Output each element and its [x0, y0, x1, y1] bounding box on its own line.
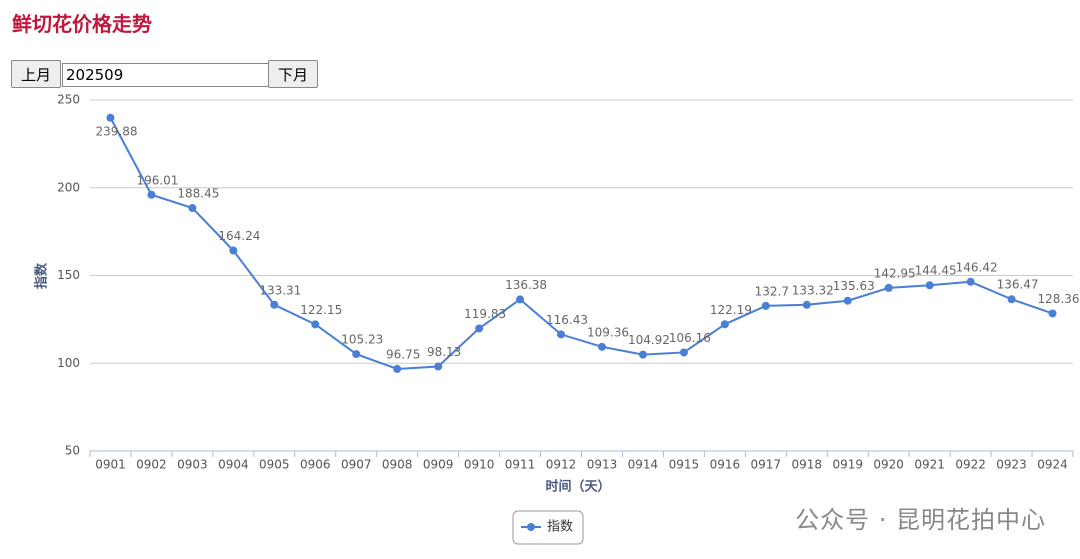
data-label: 98.13 [427, 345, 461, 359]
page-title: 鲜切花价格走势 [12, 12, 152, 36]
x-tick-label: 0911 [505, 458, 536, 472]
x-tick-label: 0922 [955, 458, 986, 472]
watermark: 公众号 · 昆明花拍中心 [795, 506, 1046, 534]
point [802, 300, 811, 309]
x-tick-label: 0924 [1037, 458, 1068, 472]
point [597, 342, 606, 351]
data-label: 122.19 [710, 303, 752, 317]
data-label: 106.16 [669, 331, 711, 345]
x-tick-label: 0907 [341, 458, 372, 472]
point [679, 348, 688, 357]
x-tick-label: 0902 [136, 458, 167, 472]
data-label: 104.92 [628, 333, 670, 347]
point [475, 324, 484, 333]
y-tick-label: 100 [57, 356, 80, 370]
point [843, 296, 852, 305]
x-tick-label: 0916 [710, 458, 741, 472]
point [966, 277, 975, 286]
data-label: 136.47 [997, 278, 1039, 292]
x-tick-label: 0920 [873, 458, 904, 472]
point [311, 320, 320, 329]
y-tick-label: 150 [57, 268, 80, 282]
point [106, 113, 115, 122]
data-label: 116.43 [546, 313, 588, 327]
point [1007, 295, 1016, 304]
x-tick-label: 0921 [914, 458, 945, 472]
data-label: 144.45 [915, 264, 957, 278]
y-tick-label: 200 [57, 180, 80, 194]
point [1048, 309, 1057, 318]
x-tick-label: 0903 [177, 458, 208, 472]
point [434, 362, 443, 371]
point [352, 350, 361, 359]
y-axis-label: 指数 [34, 262, 50, 289]
data-label: 188.45 [177, 187, 219, 201]
point [884, 283, 893, 292]
x-tick-label: 0901 [95, 458, 126, 472]
x-tick-label: 0917 [751, 458, 782, 472]
data-label: 109.36 [587, 325, 629, 339]
data-label: 135.63 [833, 279, 875, 293]
x-tick-label: 0914 [628, 458, 659, 472]
x-tick-label: 0910 [464, 458, 495, 472]
data-label: 122.15 [300, 303, 342, 317]
x-tick-label: 0908 [382, 458, 413, 472]
point [270, 300, 279, 309]
y-tick-label: 250 [57, 93, 80, 107]
x-tick-label: 0904 [218, 458, 249, 472]
data-label: 146.42 [956, 260, 998, 274]
data-label: 132.7 [755, 284, 789, 298]
data-label: 136.38 [505, 278, 547, 292]
legend-marker [527, 523, 535, 531]
y-tick-label: 50 [65, 444, 80, 458]
x-tick-label: 0905 [259, 458, 290, 472]
data-label: 96.75 [386, 347, 420, 361]
data-label: 164.24 [218, 229, 260, 243]
x-tick-label: 0906 [300, 458, 331, 472]
point [720, 320, 729, 329]
x-tick-label: 0913 [587, 458, 618, 472]
data-label: 119.83 [464, 307, 506, 321]
data-label: 128.36 [1038, 292, 1080, 306]
prev-month-button[interactable]: 上月 [11, 60, 61, 88]
x-tick-label: 0915 [669, 458, 700, 472]
legend-box [512, 510, 584, 545]
legend-label: 指数 [547, 520, 573, 535]
month-input[interactable] [62, 63, 270, 87]
x-tick-label: 0919 [832, 458, 863, 472]
x-tick-label: 0909 [423, 458, 454, 472]
data-label: 133.32 [792, 283, 834, 297]
point [188, 204, 197, 213]
data-label: 105.23 [341, 333, 383, 347]
point [516, 295, 525, 304]
x-tick-label: 0918 [791, 458, 822, 472]
point [229, 246, 238, 255]
point [925, 281, 934, 290]
data-label: 196.01 [136, 173, 178, 187]
line [109, 117, 1053, 370]
data-label: 239.88 [95, 124, 137, 138]
point [638, 350, 647, 359]
point [557, 330, 566, 339]
point [761, 301, 770, 310]
next-month-button[interactable]: 下月 [268, 60, 318, 88]
x-tick-label: 0923 [996, 458, 1027, 472]
x-axis-label: 时间（天） [545, 479, 610, 495]
data-label: 133.31 [259, 283, 301, 297]
data-label: 142.95 [874, 266, 916, 280]
point [147, 190, 156, 199]
point [393, 364, 402, 373]
x-tick-label: 0912 [546, 458, 577, 472]
